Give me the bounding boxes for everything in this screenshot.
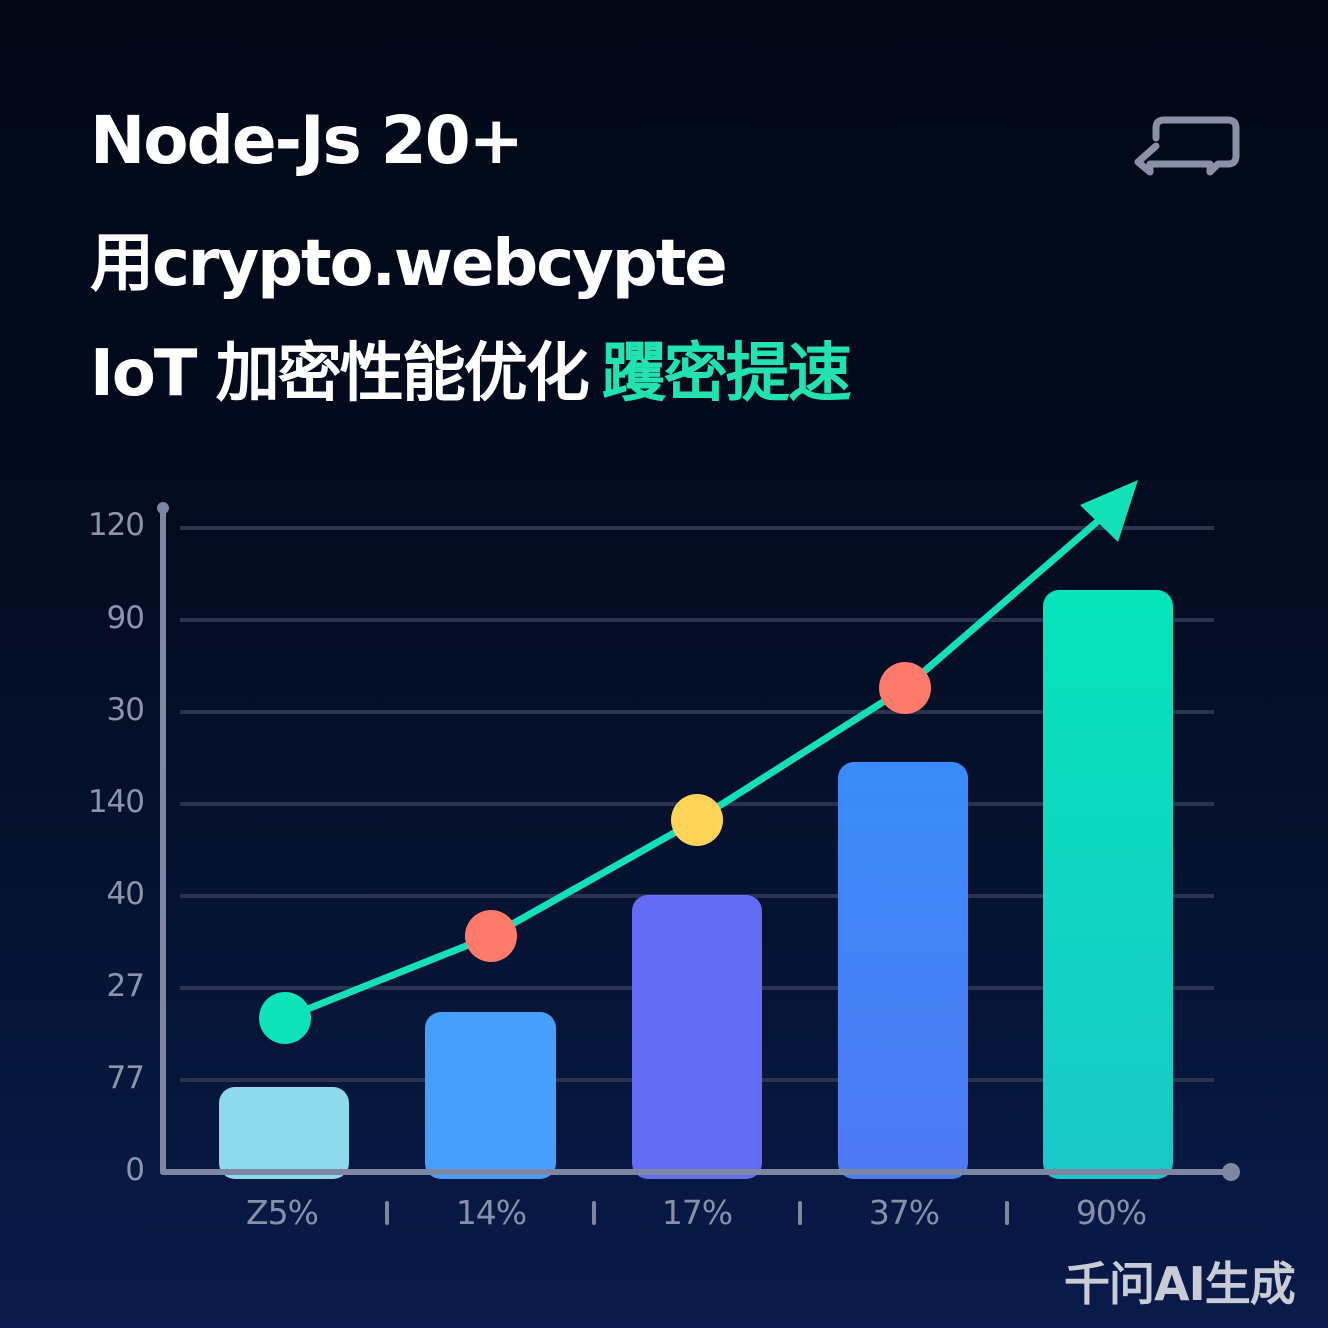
marker-3 bbox=[671, 794, 723, 846]
bars bbox=[219, 590, 1173, 1179]
y-axis-cap bbox=[157, 502, 169, 514]
x-tick-label: 17% bbox=[661, 1193, 733, 1232]
title-line-2: 用crypto.webcypte bbox=[90, 227, 728, 301]
title-line-1: Node-Js 20+ bbox=[90, 102, 524, 179]
x-tick-label: 37% bbox=[868, 1193, 940, 1232]
arrow-head-icon bbox=[1080, 480, 1138, 542]
bar-3 bbox=[632, 895, 762, 1179]
y-tick-label: 0 bbox=[125, 1152, 145, 1188]
x-tick-label: Z5% bbox=[246, 1193, 319, 1232]
y-tick-label: 27 bbox=[106, 968, 145, 1004]
y-tick-label: 77 bbox=[106, 1060, 145, 1096]
title-accent: 躩密提速 bbox=[601, 337, 852, 411]
watermark: 千问AI生成 bbox=[1064, 1257, 1296, 1311]
marker-1 bbox=[259, 992, 311, 1044]
y-tick-label: 120 bbox=[87, 507, 145, 543]
bar-4 bbox=[838, 762, 968, 1179]
x-tick-label: 14% bbox=[455, 1193, 527, 1232]
x-separator bbox=[385, 1201, 389, 1225]
title-line-3: IoT 加密性能优化 躩密提速 bbox=[90, 322, 852, 414]
trend-line bbox=[259, 480, 1138, 1044]
x-tick-label: 90% bbox=[1075, 1193, 1147, 1232]
bar-1 bbox=[219, 1087, 349, 1179]
x-separator bbox=[1005, 1201, 1009, 1225]
x-separator bbox=[798, 1201, 802, 1225]
chat-bubble-icon bbox=[1130, 112, 1242, 180]
x-separator bbox=[592, 1201, 596, 1225]
marker-4 bbox=[879, 662, 931, 714]
bar-5 bbox=[1043, 590, 1173, 1179]
title-line-3-main: IoT 加密性能优化 bbox=[90, 337, 590, 411]
y-tick-label: 140 bbox=[87, 784, 145, 820]
y-tick-label: 30 bbox=[106, 692, 145, 728]
axes bbox=[160, 507, 1231, 1175]
y-tick-label: 40 bbox=[106, 876, 145, 912]
marker-2 bbox=[465, 910, 517, 962]
bar-2 bbox=[425, 1012, 556, 1179]
x-axis-cap bbox=[1222, 1163, 1240, 1181]
y-tick-label: 90 bbox=[106, 600, 145, 636]
